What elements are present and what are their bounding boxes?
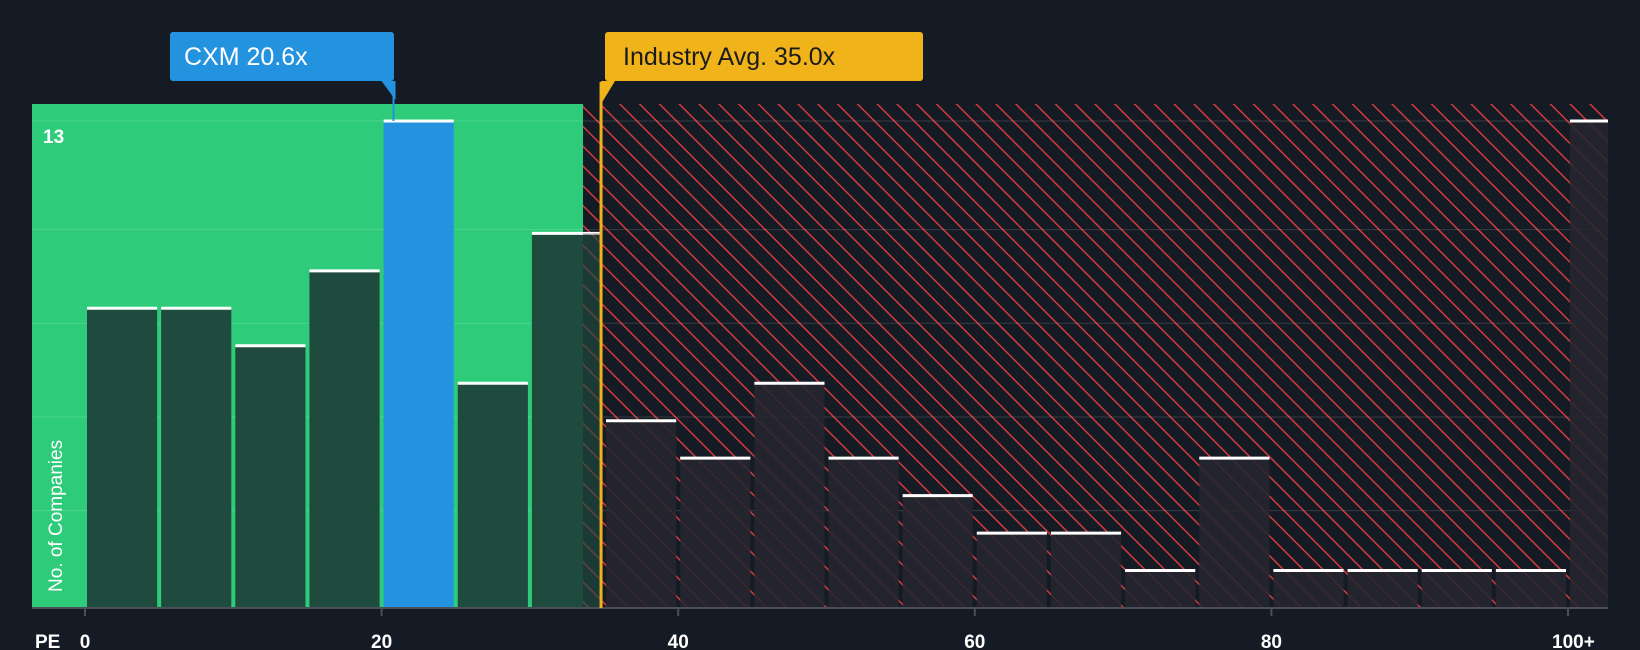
histogram-bar	[1570, 121, 1608, 608]
x-axis-label: PE	[35, 632, 60, 650]
histogram-bar	[309, 270, 380, 608]
histogram-bar	[87, 308, 158, 608]
x-tick-label: 0	[80, 632, 91, 650]
y-max-label: 13	[43, 127, 64, 148]
histogram-bar	[1125, 570, 1196, 608]
histogram-bar	[1199, 458, 1270, 608]
histogram-bar	[1347, 570, 1418, 608]
histogram-bar	[161, 308, 232, 608]
bar-hatch-overlay	[583, 233, 603, 608]
industry-callout-box	[605, 32, 923, 81]
histogram-bar	[828, 458, 899, 608]
histogram-bar	[1421, 570, 1492, 608]
histogram-bar	[1495, 570, 1566, 608]
histogram-bar	[457, 383, 528, 608]
overvalued-zone	[583, 104, 1608, 608]
y-axis-label: No. of Companies	[46, 440, 67, 592]
histogram-bar	[235, 345, 306, 608]
histogram-bar	[902, 495, 973, 608]
company-callout-label: CXM 20.6x	[184, 43, 308, 71]
histogram-bar	[976, 533, 1047, 608]
x-tick-label: 100+	[1552, 632, 1595, 650]
x-tick-label: 40	[668, 632, 689, 650]
company-callout-arrow	[381, 81, 396, 100]
x-tick-label: 60	[964, 632, 985, 650]
company-callout-box	[170, 32, 394, 81]
industry-callout-label: Industry Avg. 35.0x	[623, 43, 836, 71]
x-tick-label: 80	[1261, 632, 1282, 650]
histogram-bar	[754, 383, 825, 608]
histogram-bar	[1050, 533, 1122, 608]
histogram-bar	[606, 420, 677, 608]
industry-callout-arrow	[601, 81, 616, 104]
histogram-bar	[1273, 570, 1344, 608]
x-tick-label: 20	[371, 632, 392, 650]
histogram-bar	[383, 121, 454, 608]
histogram-bar	[680, 458, 751, 608]
